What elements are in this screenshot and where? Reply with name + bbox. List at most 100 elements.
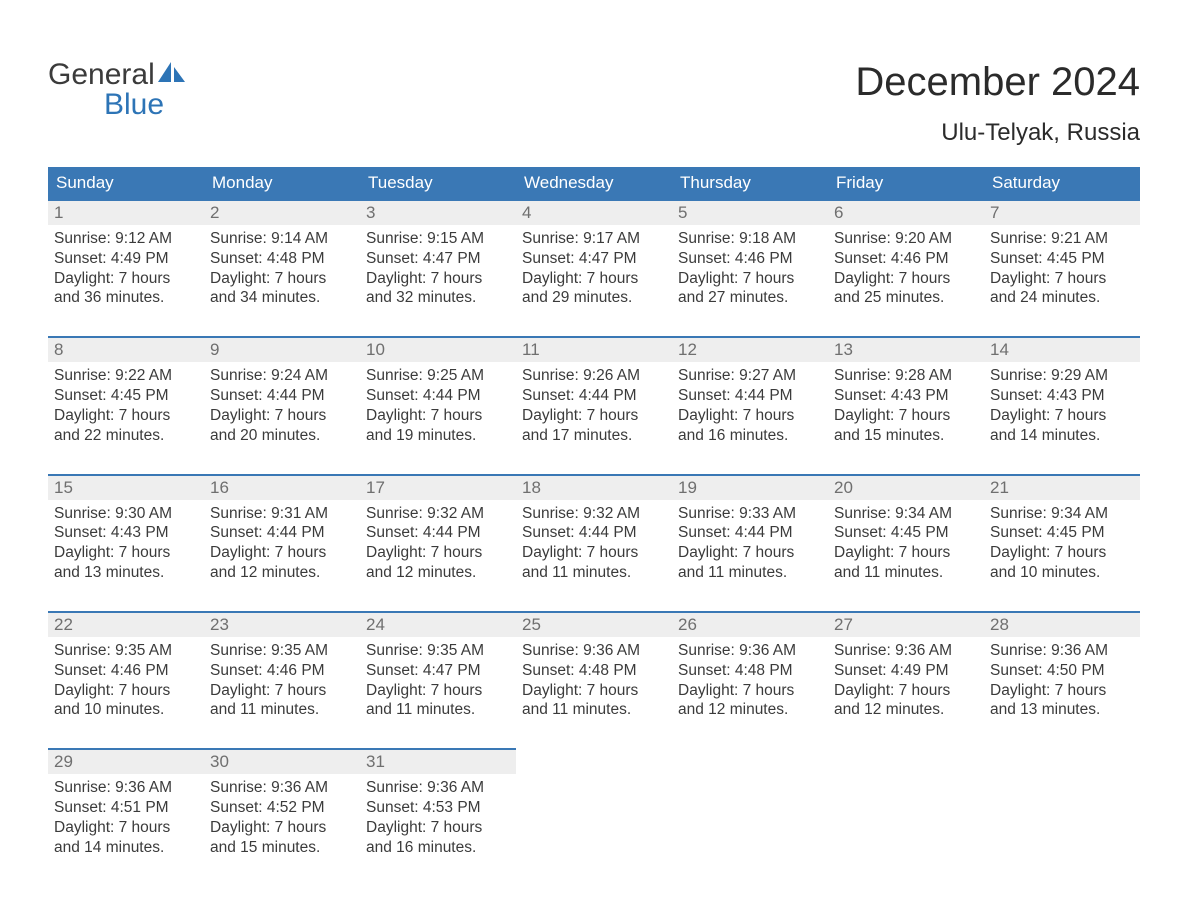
- daylight-text: and 17 minutes.: [522, 426, 666, 446]
- sunset-text: Sunset: 4:46 PM: [210, 661, 354, 681]
- day-number: 31: [360, 748, 516, 774]
- daylight-text: and 11 minutes.: [210, 700, 354, 720]
- sunset-text: Sunset: 4:43 PM: [990, 386, 1134, 406]
- day-cell: Sunrise: 9:30 AMSunset: 4:43 PMDaylight:…: [48, 500, 204, 593]
- sunset-text: Sunset: 4:46 PM: [834, 249, 978, 269]
- day-cell: Sunrise: 9:36 AMSunset: 4:48 PMDaylight:…: [516, 637, 672, 730]
- sunrise-text: Sunrise: 9:30 AM: [54, 504, 198, 524]
- daylight-text: Daylight: 7 hours: [990, 269, 1134, 289]
- day-cell: Sunrise: 9:35 AMSunset: 4:47 PMDaylight:…: [360, 637, 516, 730]
- sunset-text: Sunset: 4:49 PM: [834, 661, 978, 681]
- sunrise-text: Sunrise: 9:12 AM: [54, 229, 198, 249]
- daylight-text: Daylight: 7 hours: [522, 406, 666, 426]
- day-number: 2: [204, 199, 360, 225]
- day-cell: Sunrise: 9:34 AMSunset: 4:45 PMDaylight:…: [828, 500, 984, 593]
- sunrise-text: Sunrise: 9:28 AM: [834, 366, 978, 386]
- sunset-text: Sunset: 4:51 PM: [54, 798, 198, 818]
- daylight-text: Daylight: 7 hours: [678, 269, 822, 289]
- sunset-text: Sunset: 4:52 PM: [210, 798, 354, 818]
- day-cell: Sunrise: 9:29 AMSunset: 4:43 PMDaylight:…: [984, 362, 1140, 455]
- daylight-text: and 19 minutes.: [366, 426, 510, 446]
- day-number: 11: [516, 336, 672, 362]
- sunrise-text: Sunrise: 9:20 AM: [834, 229, 978, 249]
- day-cell: Sunrise: 9:24 AMSunset: 4:44 PMDaylight:…: [204, 362, 360, 455]
- daylight-text: and 10 minutes.: [54, 700, 198, 720]
- week-separator: [48, 318, 1140, 336]
- day-number: 23: [204, 611, 360, 637]
- daylight-text: and 12 minutes.: [834, 700, 978, 720]
- day-cell: Sunrise: 9:17 AMSunset: 4:47 PMDaylight:…: [516, 225, 672, 318]
- day-number-row: 891011121314: [48, 336, 1140, 362]
- day-number: 1: [48, 199, 204, 225]
- daylight-text: and 36 minutes.: [54, 288, 198, 308]
- daylight-text: and 24 minutes.: [990, 288, 1134, 308]
- logo-text-2: Blue: [48, 90, 187, 120]
- sunrise-text: Sunrise: 9:36 AM: [678, 641, 822, 661]
- daylight-text: Daylight: 7 hours: [210, 681, 354, 701]
- week-separator: [48, 730, 1140, 748]
- sunset-text: Sunset: 4:45 PM: [990, 523, 1134, 543]
- daylight-text: Daylight: 7 hours: [54, 406, 198, 426]
- sunset-text: Sunset: 4:48 PM: [678, 661, 822, 681]
- daylight-text: and 15 minutes.: [834, 426, 978, 446]
- day-cell: Sunrise: 9:14 AMSunset: 4:48 PMDaylight:…: [204, 225, 360, 318]
- sunrise-text: Sunrise: 9:27 AM: [678, 366, 822, 386]
- daylight-text: Daylight: 7 hours: [522, 269, 666, 289]
- day-number: 8: [48, 336, 204, 362]
- daylight-text: Daylight: 7 hours: [990, 543, 1134, 563]
- week-separator: [48, 456, 1140, 474]
- sunset-text: Sunset: 4:44 PM: [522, 386, 666, 406]
- daylight-text: and 11 minutes.: [366, 700, 510, 720]
- day-cell: Sunrise: 9:36 AMSunset: 4:48 PMDaylight:…: [672, 637, 828, 730]
- daylight-text: and 10 minutes.: [990, 563, 1134, 583]
- day-number: 17: [360, 474, 516, 500]
- day-number-row: 293031: [48, 748, 1140, 774]
- day-cell: Sunrise: 9:20 AMSunset: 4:46 PMDaylight:…: [828, 225, 984, 318]
- sunrise-text: Sunrise: 9:14 AM: [210, 229, 354, 249]
- daylight-text: and 34 minutes.: [210, 288, 354, 308]
- daylight-text: and 20 minutes.: [210, 426, 354, 446]
- sunrise-text: Sunrise: 9:17 AM: [522, 229, 666, 249]
- daylight-text: and 12 minutes.: [678, 700, 822, 720]
- day-cell: Sunrise: 9:25 AMSunset: 4:44 PMDaylight:…: [360, 362, 516, 455]
- day-number: 18: [516, 474, 672, 500]
- weekday-header: Saturday: [984, 167, 1140, 199]
- day-cell: Sunrise: 9:32 AMSunset: 4:44 PMDaylight:…: [360, 500, 516, 593]
- sunset-text: Sunset: 4:47 PM: [522, 249, 666, 269]
- day-cell: Sunrise: 9:36 AMSunset: 4:50 PMDaylight:…: [984, 637, 1140, 730]
- sunset-text: Sunset: 4:47 PM: [366, 661, 510, 681]
- sunrise-text: Sunrise: 9:26 AM: [522, 366, 666, 386]
- sunset-text: Sunset: 4:44 PM: [366, 386, 510, 406]
- day-number: 14: [984, 336, 1140, 362]
- day-number: 9: [204, 336, 360, 362]
- daylight-text: Daylight: 7 hours: [834, 681, 978, 701]
- day-cell: Sunrise: 9:12 AMSunset: 4:49 PMDaylight:…: [48, 225, 204, 318]
- daylight-text: and 32 minutes.: [366, 288, 510, 308]
- sunset-text: Sunset: 4:43 PM: [834, 386, 978, 406]
- sunrise-text: Sunrise: 9:33 AM: [678, 504, 822, 524]
- day-cell: Sunrise: 9:15 AMSunset: 4:47 PMDaylight:…: [360, 225, 516, 318]
- day-cell: Sunrise: 9:28 AMSunset: 4:43 PMDaylight:…: [828, 362, 984, 455]
- day-number: 16: [204, 474, 360, 500]
- daylight-text: and 12 minutes.: [210, 563, 354, 583]
- daylight-text: Daylight: 7 hours: [210, 406, 354, 426]
- sunset-text: Sunset: 4:53 PM: [366, 798, 510, 818]
- daylight-text: Daylight: 7 hours: [54, 269, 198, 289]
- day-number: 20: [828, 474, 984, 500]
- daylight-text: and 27 minutes.: [678, 288, 822, 308]
- daylight-text: and 29 minutes.: [522, 288, 666, 308]
- weekday-header: Sunday: [48, 167, 204, 199]
- daylight-text: Daylight: 7 hours: [522, 543, 666, 563]
- day-number-row: 22232425262728: [48, 611, 1140, 637]
- daylight-text: Daylight: 7 hours: [990, 406, 1134, 426]
- day-cell: Sunrise: 9:36 AMSunset: 4:49 PMDaylight:…: [828, 637, 984, 730]
- daylight-text: and 11 minutes.: [522, 563, 666, 583]
- daylight-text: Daylight: 7 hours: [834, 543, 978, 563]
- sunset-text: Sunset: 4:46 PM: [678, 249, 822, 269]
- sunset-text: Sunset: 4:45 PM: [54, 386, 198, 406]
- daylight-text: and 14 minutes.: [54, 838, 198, 858]
- sunrise-text: Sunrise: 9:36 AM: [54, 778, 198, 798]
- sunset-text: Sunset: 4:47 PM: [366, 249, 510, 269]
- sunrise-text: Sunrise: 9:29 AM: [990, 366, 1134, 386]
- day-number: 30: [204, 748, 360, 774]
